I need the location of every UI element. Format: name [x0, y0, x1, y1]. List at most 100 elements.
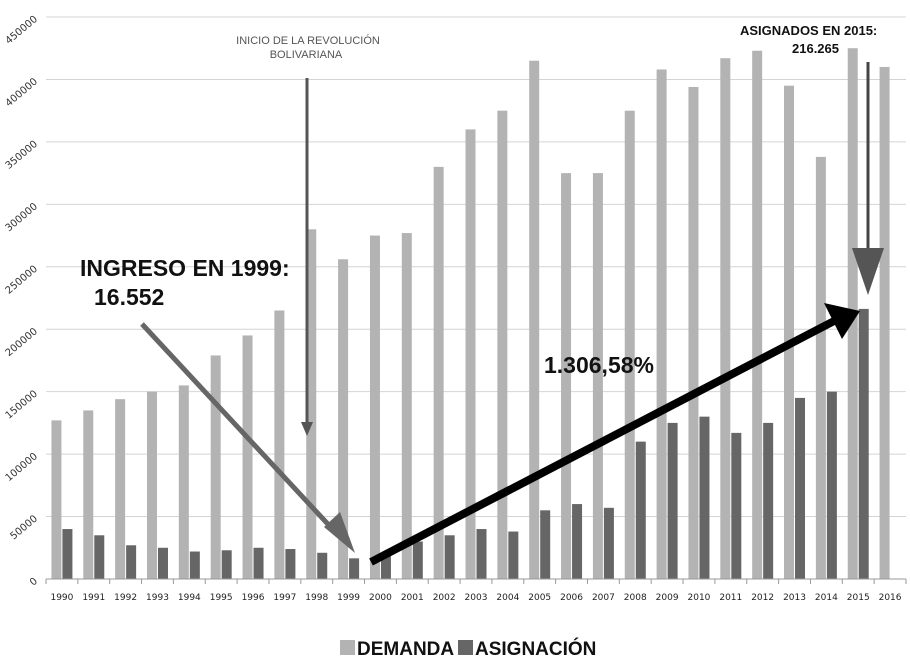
bar-demanda — [497, 110, 508, 580]
y-tick-label: 450000 — [4, 14, 40, 47]
x-tick-label: 1993 — [146, 593, 169, 603]
bar-demanda — [338, 259, 349, 579]
legend: DEMANDA ASIGNACIÓN — [340, 638, 596, 658]
y-tick-label: 100000 — [4, 451, 40, 484]
legend-label-demanda: DEMANDA — [357, 639, 454, 658]
annotation-revolution-line2: BOLIVARIANA — [270, 49, 343, 61]
bar-asignacion — [476, 529, 487, 579]
annotation-revolution-line1: INICIO DE LA REVOLUCIÓN — [236, 34, 380, 47]
bar-demanda — [784, 85, 795, 579]
bar-demanda — [210, 355, 221, 579]
bar-demanda — [688, 86, 699, 579]
x-tick-label: 1990 — [50, 593, 73, 603]
bar-asignacion — [94, 535, 105, 579]
bars — [51, 48, 890, 580]
bar-demanda — [369, 235, 380, 580]
bar-asignacion — [826, 391, 837, 579]
bar-demanda — [879, 66, 890, 579]
annotation-ingreso: INGRESO EN 1999: 16.552 — [80, 255, 355, 553]
bar-asignacion — [317, 552, 328, 579]
x-tick-label: 2016 — [879, 593, 902, 603]
bar-demanda — [83, 410, 94, 579]
x-tick-label: 1998 — [305, 593, 328, 603]
bar-asignacion — [699, 416, 710, 579]
bar-asignacion — [189, 551, 200, 579]
bar-asignacion — [572, 504, 583, 579]
annotation-ingreso-line1: INGRESO EN 1999: — [80, 255, 290, 281]
y-tick-label: 150000 — [4, 389, 40, 422]
bar-asignacion — [731, 432, 742, 579]
y-tick-label: 50000 — [8, 513, 39, 542]
x-axis: 1990 1991 1992 1993 1994 1995 1996 1997 1998 1999… — [45, 578, 907, 603]
y-tick-label: 300000 — [4, 201, 40, 234]
x-tick-label: 2010 — [688, 593, 711, 603]
x-tick-label: 2015 — [847, 593, 870, 603]
x-tick-label: 2014 — [815, 593, 838, 603]
x-tick-label: 1992 — [114, 593, 137, 603]
bar-asignacion — [253, 547, 264, 579]
bar-demanda — [178, 385, 189, 579]
bar-demanda — [242, 335, 253, 579]
bar-asignacion — [221, 550, 232, 579]
bar-demanda — [752, 50, 763, 580]
ingreso-arrow-shaft — [140, 322, 340, 537]
growth-arrow-head — [824, 303, 860, 339]
annotation-revolution: INICIO DE LA REVOLUCIÓN BOLIVARIANA — [236, 34, 380, 436]
annotation-growth: 1.306,58% — [369, 303, 860, 566]
x-tick-label: 1997 — [273, 593, 296, 603]
x-tick-label: 2011 — [719, 593, 742, 603]
bar-asignacion — [603, 507, 614, 579]
asignados-arrow-head — [852, 248, 884, 295]
bar-asignacion — [508, 531, 519, 579]
annotation-asignados-line1: ASIGNADOS EN 2015: — [740, 23, 877, 38]
x-tick-label: 2004 — [496, 593, 519, 603]
bar-demanda — [529, 60, 540, 579]
x-tick-label: 1999 — [337, 593, 360, 603]
x-tick-label: 2007 — [592, 593, 615, 603]
y-tick-label: 200000 — [4, 326, 40, 359]
x-tick-label: 2012 — [751, 593, 774, 603]
x-tick-label: 1991 — [82, 593, 105, 603]
bar-demanda — [592, 173, 603, 579]
x-tick-label: 2001 — [401, 593, 424, 603]
bar-demanda — [51, 420, 62, 579]
growth-arrow-shaft — [369, 316, 838, 566]
annotation-ingreso-line2: 16.552 — [94, 284, 164, 310]
bar-demanda — [146, 391, 157, 579]
x-tick-label: 2003 — [465, 593, 488, 603]
ingreso-arrow-head — [324, 512, 355, 553]
x-tick-label: 2000 — [369, 593, 392, 603]
x-tick-label: 2006 — [560, 593, 583, 603]
bar-demanda — [115, 399, 126, 579]
revolution-arrow-head — [301, 422, 313, 436]
x-tick-label: 2013 — [783, 593, 806, 603]
bar-demanda — [561, 173, 572, 579]
x-tick-label: 2008 — [624, 593, 647, 603]
bar-demanda — [624, 110, 635, 580]
bar-asignacion — [412, 541, 423, 579]
bar-demanda — [274, 310, 285, 579]
bar-demanda — [433, 166, 444, 579]
bar-asignacion — [444, 535, 455, 579]
y-tick-label: 400000 — [4, 76, 40, 109]
bar-asignacion — [285, 549, 296, 579]
x-tick-label: 1996 — [242, 593, 265, 603]
legend-label-asignacion: ASIGNACIÓN — [475, 638, 596, 658]
bar-asignacion — [795, 397, 806, 579]
annotation-asignados: ASIGNADOS EN 2015: 216.265 — [740, 23, 884, 295]
bar-asignacion — [126, 545, 137, 579]
y-tick-label: 350000 — [4, 139, 40, 172]
x-tick-label: 2002 — [433, 593, 456, 603]
bar-demanda — [656, 69, 667, 579]
x-tick-label: 2005 — [528, 593, 551, 603]
bar-asignacion — [380, 552, 391, 579]
bar-asignacion — [62, 529, 73, 579]
bar-asignacion — [635, 441, 646, 579]
bar-demanda — [401, 233, 412, 579]
x-tick-label: 1994 — [178, 593, 201, 603]
y-axis: 0 50000 100000 150000 200000 250000 300000 3500… — [4, 14, 40, 589]
x-tick-label: 2009 — [656, 593, 679, 603]
annotation-growth-label: 1.306,58% — [544, 352, 654, 378]
x-tick-label: 1995 — [210, 593, 233, 603]
